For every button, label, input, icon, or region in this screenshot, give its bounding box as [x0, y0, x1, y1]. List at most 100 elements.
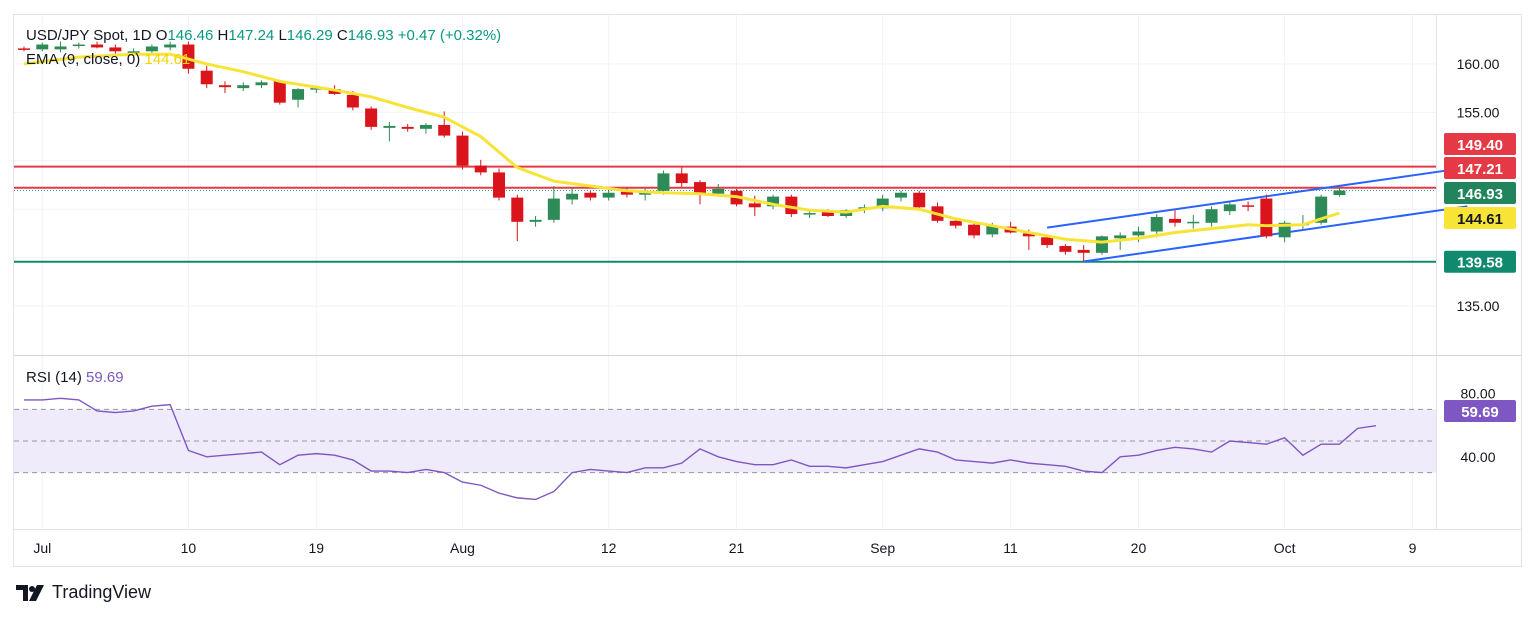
level-149-40-badge [1444, 133, 1516, 155]
symbol-name[interactable]: USD/JPY Spot, 1D [26, 27, 152, 44]
channel-line-lower [1083, 205, 1468, 263]
candle-body [383, 125, 396, 128]
candle-body [273, 81, 286, 103]
horizontal-levels [14, 165, 1436, 263]
time-axis-label: Jul [33, 540, 51, 556]
rsi-last-label: 59.69 [1461, 404, 1499, 421]
candle-body [1077, 249, 1090, 253]
level-139-58-badge [1444, 250, 1516, 273]
candle-body [529, 219, 542, 222]
candle-body [310, 88, 323, 90]
price-axis-label: 135.00 [1457, 298, 1500, 314]
channel-line-upper [1046, 166, 1468, 229]
candle-body [365, 108, 378, 127]
time-axis-label: 21 [729, 540, 745, 556]
candle-body [164, 44, 177, 48]
price-axis-label: 155.00 [1457, 104, 1500, 120]
candle-body [1169, 218, 1182, 223]
level-147-21-label: 147.21 [1457, 161, 1503, 178]
candle-body [474, 165, 487, 173]
candle-body [1242, 205, 1255, 207]
level-139-58-label: 139.58 [1457, 255, 1503, 272]
ema-badge [1444, 207, 1516, 229]
candle-body [657, 173, 670, 191]
candle-body [767, 196, 780, 207]
time-axis-label: 11 [1003, 540, 1018, 556]
candle-body [1022, 233, 1035, 237]
candle-body [1223, 204, 1236, 212]
ema-value: 144.61 [144, 51, 191, 68]
candle-body [620, 191, 633, 195]
candle-body [511, 197, 524, 222]
candle-body [547, 198, 560, 220]
candle-body [1114, 235, 1127, 239]
candle-body [1132, 231, 1145, 236]
low-label: L [278, 27, 287, 44]
candle-body [456, 135, 469, 166]
time-axis-label: 20 [1131, 540, 1147, 556]
ema-legend[interactable]: EMA (9, close, 0) 144.61 [26, 51, 190, 68]
candle-body [894, 192, 907, 198]
candle-body [1187, 221, 1200, 224]
rsi-legend[interactable]: RSI (14) 59.69 [26, 369, 124, 386]
candle-body [602, 192, 615, 198]
candle-body [91, 44, 104, 48]
level-147-21-badge [1444, 157, 1516, 179]
candle-body [785, 196, 798, 215]
rsi-axis-label: 80.00 [1460, 386, 1495, 402]
close-value: 146.93 [347, 27, 394, 44]
low-value: 146.29 [286, 27, 333, 44]
tradingview-logo-icon [16, 584, 44, 601]
current-price-badge [1444, 182, 1516, 204]
time-axis-label: 10 [181, 540, 197, 556]
time-axis-label: 9 [1409, 540, 1417, 556]
ema-series [23, 52, 1340, 244]
open-label: O [155, 27, 168, 44]
ema-label: 144.61 [1457, 211, 1503, 228]
ema-label: EMA (9, close, 0) [26, 51, 141, 68]
candle-body [36, 44, 49, 50]
tradingview-brand[interactable]: TradingView [16, 582, 151, 603]
candle-body [1059, 246, 1072, 252]
candle-body [255, 82, 268, 86]
time-axis: Jul 10 19 Aug 12 21 Sep 11 20 Oct 9 [33, 540, 1416, 556]
candle-body [237, 85, 250, 89]
candle-body [493, 172, 506, 198]
time-axis-label: Sep [870, 540, 895, 556]
candle-body [986, 225, 999, 235]
open-value: 146.46 [167, 27, 214, 44]
candle-body [693, 182, 706, 194]
candle-body [1333, 190, 1346, 196]
candle-body [109, 47, 122, 52]
candle-body [675, 173, 688, 184]
price-axis: 135.00 155.00 160.00 80.00 40.00 149.40 147.21… [1444, 56, 1516, 465]
candle-body [200, 70, 213, 85]
brand-name: TradingView [52, 582, 152, 602]
candle-body [949, 220, 962, 226]
price-axis-label: 160.00 [1457, 56, 1500, 72]
symbol-legend: USD/JPY Spot, 1D O146.46 H147.24 L146.29… [26, 27, 501, 44]
candle-body [438, 124, 451, 136]
rsi-pane [14, 397, 1436, 501]
current-price-label: 146.93 [1457, 186, 1503, 203]
rsi-axis-label: 40.00 [1460, 449, 1495, 465]
high-value: 147.24 [228, 27, 275, 44]
candle-body [968, 224, 981, 236]
candle-body [584, 192, 597, 198]
candle-body [1315, 196, 1328, 223]
candle-body [346, 94, 359, 108]
candle-body [1095, 236, 1108, 253]
candle-body [821, 211, 834, 216]
candle-body [913, 192, 926, 208]
candle-body [566, 193, 579, 200]
candle-body [1205, 209, 1218, 223]
candle-body [145, 46, 158, 52]
time-axis-label: 12 [601, 540, 617, 556]
candle-body [712, 188, 725, 194]
ema-line [23, 52, 1340, 244]
high-label: H [217, 27, 229, 44]
candle-body [419, 124, 432, 129]
rsi-last-badge [1444, 400, 1516, 422]
time-axis-label: Oct [1274, 540, 1296, 556]
